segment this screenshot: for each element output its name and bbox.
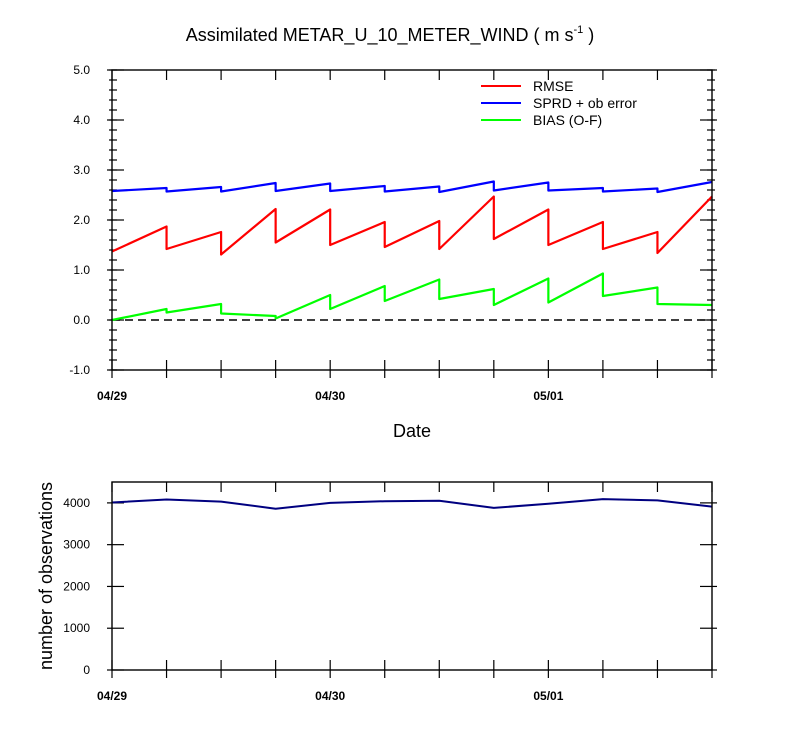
bottom-plot-area	[111, 498, 713, 510]
x-axis-title: Date	[393, 421, 431, 441]
y-tick-label: -1.0	[69, 363, 90, 377]
chart-title: Assimilated METAR_U_10_METER_WIND ( m s-…	[186, 24, 595, 46]
x-tick-label: 04/30	[315, 689, 345, 703]
y-tick-label: 0	[83, 663, 90, 677]
top-axes: 04/29 04/30 05/01 -1.0 0.0 1.0 2.0 3.0 4.0 5.0	[69, 63, 717, 403]
x-tick-label: 04/29	[97, 689, 127, 703]
series-rmse-line	[111, 195, 713, 256]
y-axis-title: number of observations	[36, 482, 56, 670]
legend-label: BIAS (O-F)	[533, 112, 602, 128]
series-observation-count-line	[111, 498, 713, 510]
top-plot-area	[111, 180, 713, 322]
legend-label: SPRD + ob error	[533, 95, 637, 111]
y-tick-label: 1.0	[73, 263, 90, 277]
y-tick-label: 2000	[63, 579, 90, 593]
y-tick-label: 3000	[63, 538, 90, 552]
series-sprd-ob-error-line	[111, 180, 713, 194]
y-tick-label: 4.0	[73, 113, 90, 127]
legend-label: RMSE	[533, 78, 573, 94]
series-bias-o-f-line	[111, 272, 713, 322]
y-tick-label: 0.0	[73, 313, 90, 327]
y-tick-label: 1000	[63, 621, 90, 635]
y-tick-label: 4000	[63, 496, 90, 510]
x-tick-label: 04/30	[315, 389, 345, 403]
y-tick-label: 3.0	[73, 163, 90, 177]
bottom-axes: 04/29 04/30 05/01 0 1000 2000 3000 4000	[63, 482, 717, 703]
x-tick-label: 05/01	[533, 689, 563, 703]
x-tick-label: 04/29	[97, 389, 127, 403]
x-tick-label: 05/01	[533, 389, 563, 403]
bottom-panel: 04/29 04/30 05/01 0 1000 2000 3000 4000 number …	[36, 481, 717, 703]
y-tick-label: 5.0	[73, 63, 90, 77]
top-frame	[111, 69, 713, 371]
bottom-frame	[111, 481, 713, 671]
y-tick-label: 2.0	[73, 213, 90, 227]
top-panel: Assimilated METAR_U_10_METER_WIND ( m s-…	[69, 24, 717, 441]
